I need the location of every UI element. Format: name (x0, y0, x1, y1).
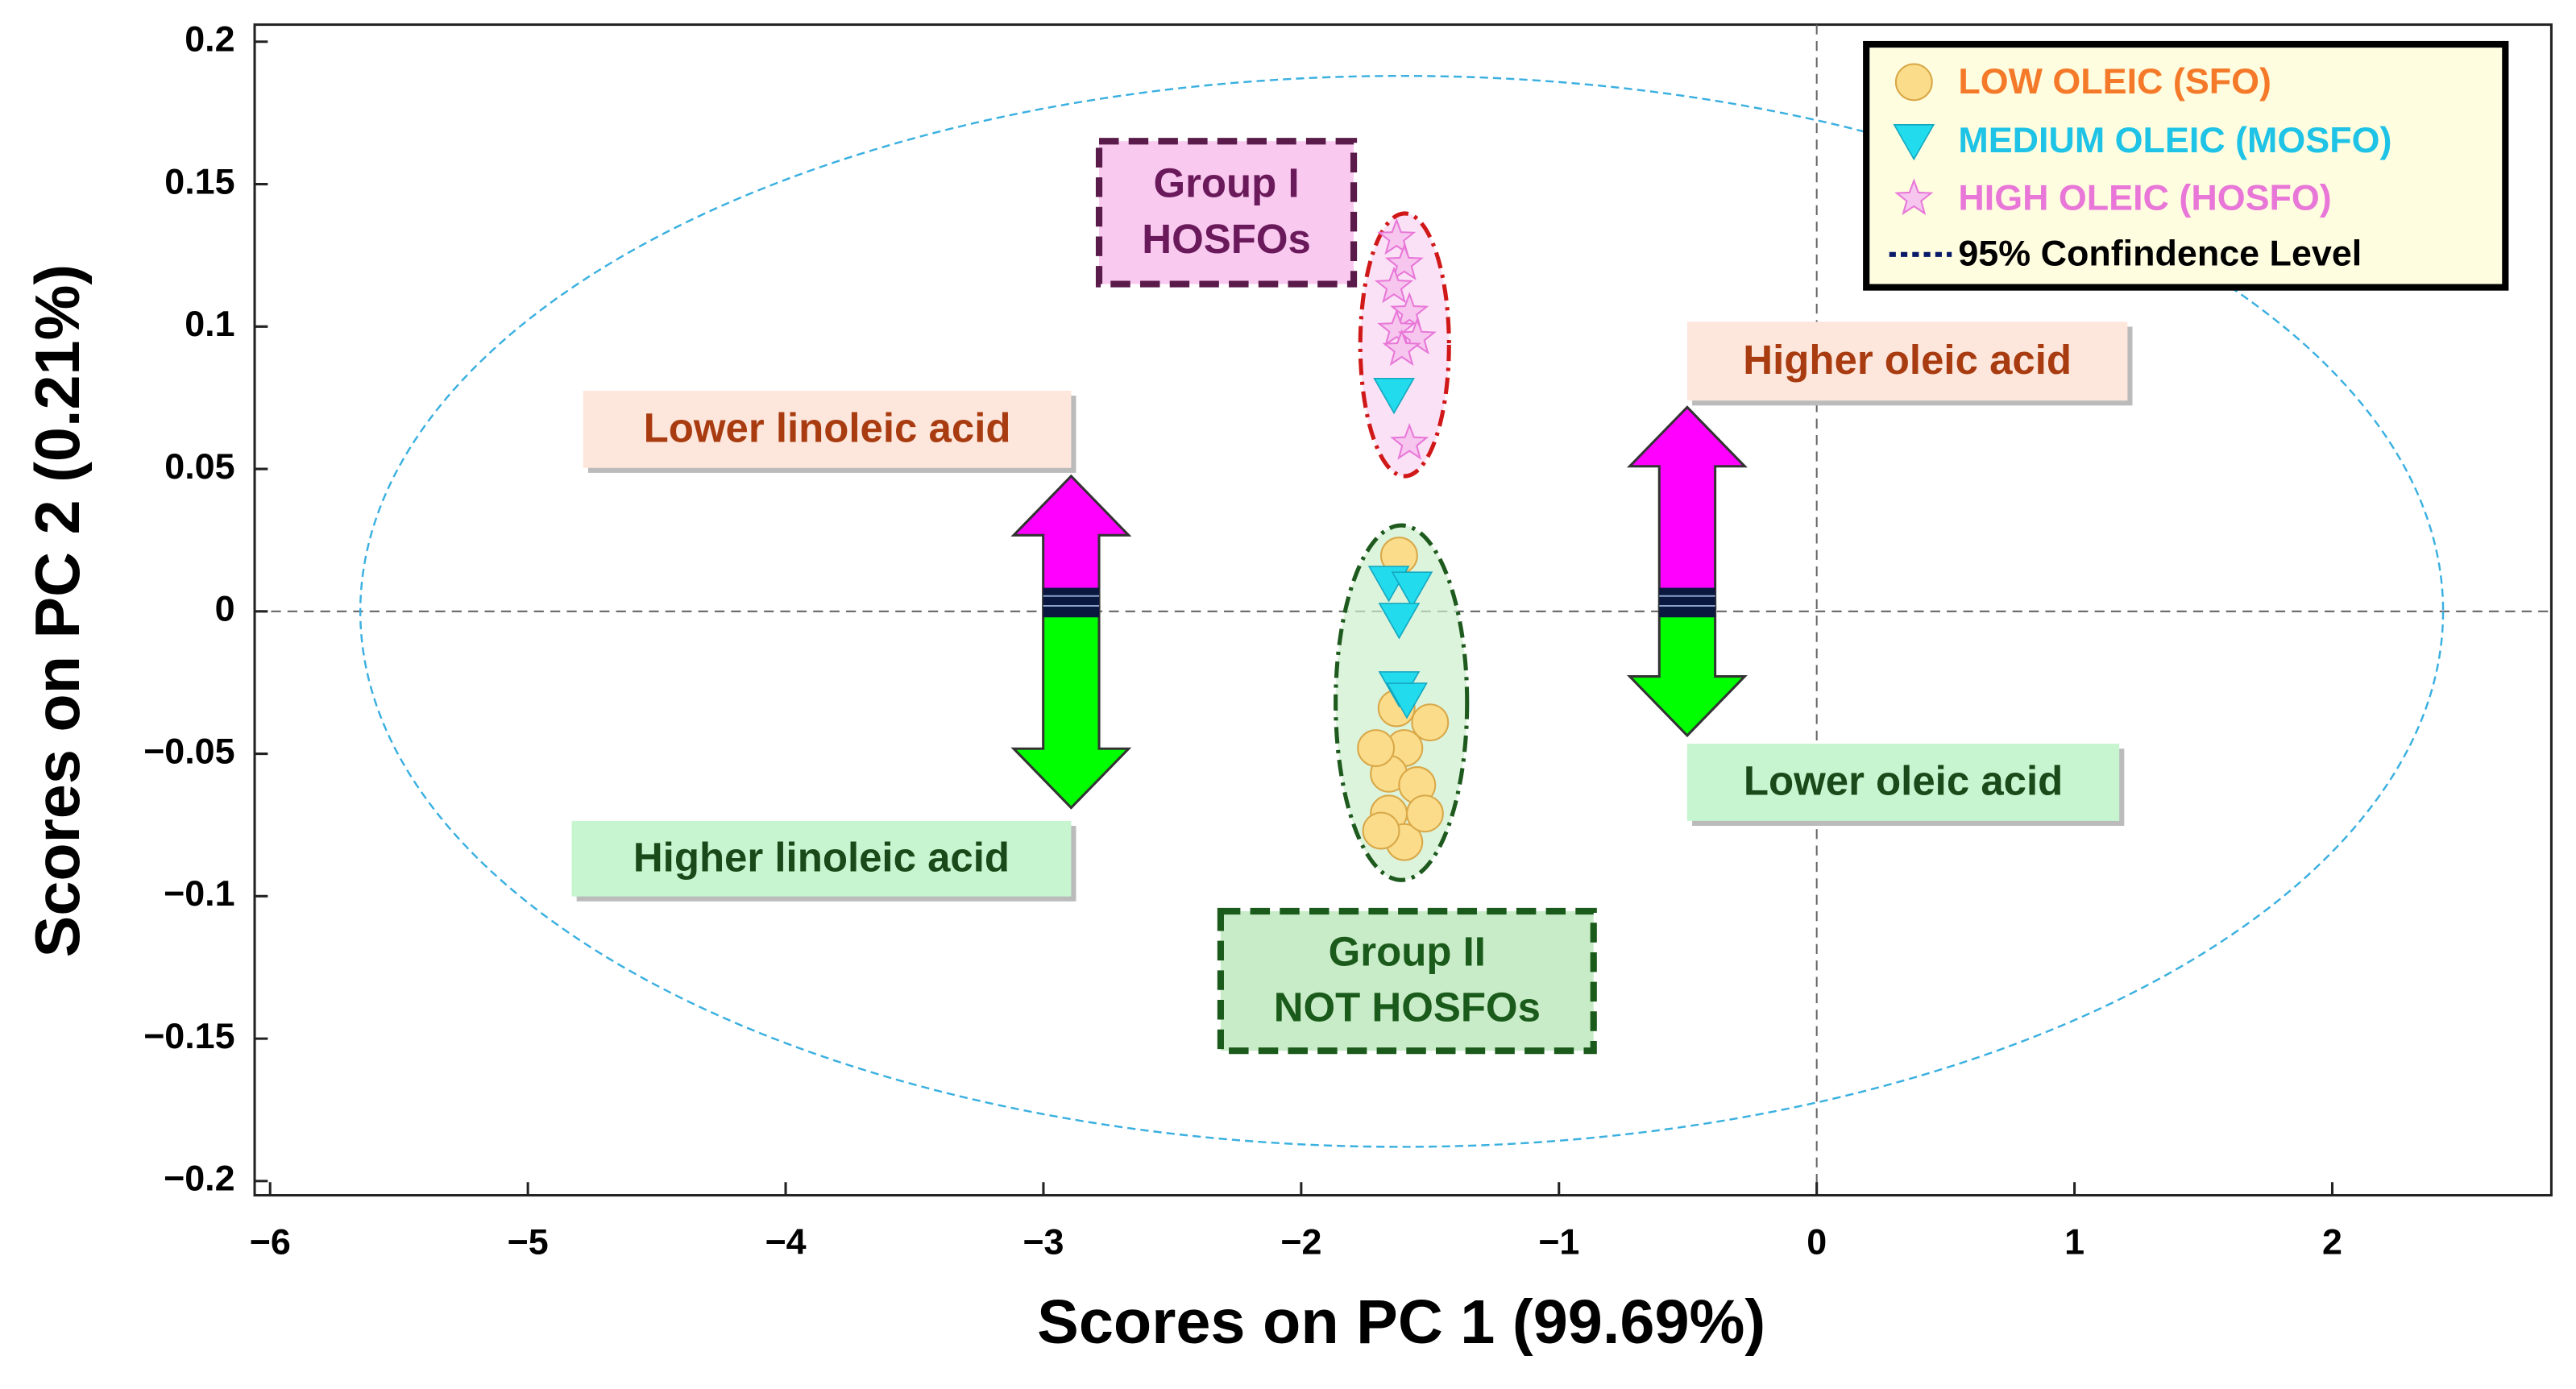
y-tick-label: −0.15 (143, 1015, 234, 1056)
point (1386, 682, 1428, 719)
point (1405, 794, 1444, 833)
annotation-text: HOSFOs (1142, 216, 1311, 262)
legend-marker (1893, 124, 1935, 161)
legend-marker (1894, 63, 1933, 102)
point (1390, 292, 1429, 330)
y-tick-label: −0.1 (164, 873, 235, 914)
legend-label: 95% Confindence Level (1958, 233, 2362, 274)
y-tick-label: 0.05 (164, 446, 234, 487)
y-tick-label: −0.2 (164, 1158, 235, 1199)
annotation-box (571, 820, 1072, 897)
annotation-text: Group I (1153, 160, 1299, 206)
arrow-band (1659, 587, 1715, 618)
x-axis-label: Scores on PC 1 (99.69%) (1037, 1287, 1765, 1357)
point (1390, 422, 1429, 460)
point (1357, 729, 1396, 767)
y-tick-label: 0.1 (185, 303, 234, 344)
annotation-text: Higher linoleic acid (633, 834, 1010, 880)
point (1377, 218, 1417, 255)
x-tick-label: 0 (1807, 1221, 1827, 1263)
y-tick-label: 0 (215, 588, 235, 629)
y-tick-label: 0.2 (185, 19, 234, 60)
legend-marker (1894, 178, 1934, 216)
x-tick-label: 1 (2064, 1221, 2084, 1263)
point (1384, 243, 1424, 281)
annotation-text: Lower linoleic acid (644, 404, 1011, 450)
x-tick-label: −4 (765, 1221, 806, 1263)
confidence-ellipse (359, 74, 2445, 1148)
point (1373, 377, 1415, 415)
point (1391, 571, 1433, 608)
x-tick-label: −6 (250, 1221, 291, 1263)
point (1378, 603, 1421, 640)
point (1382, 329, 1421, 367)
y-tick-label: 0.15 (164, 160, 234, 201)
annotation-text: NOT HOSFOs (1274, 985, 1541, 1030)
x-tick-label: 2 (2322, 1221, 2342, 1263)
x-tick-label: −3 (1023, 1221, 1064, 1263)
legend-box (1863, 40, 2509, 291)
y-axis-label: Scores on PC 2 (0.21%) (23, 264, 93, 958)
x-tick-label: −1 (1538, 1221, 1579, 1263)
point (1377, 309, 1417, 346)
legend-label: HIGH OLEIC (HOSFO) (1958, 176, 2331, 218)
annotation-text: Group II (1329, 928, 1486, 974)
point (1374, 266, 1414, 304)
x-tick-label: −5 (508, 1221, 549, 1263)
annotation-box (583, 391, 1072, 468)
annotation-box (1217, 907, 1597, 1055)
arrow-band (1043, 587, 1100, 618)
annotation-box (1686, 744, 2120, 821)
x-tick-label: −2 (1280, 1221, 1321, 1263)
legend-label: MEDIUM OLEIC (MOSFO) (1958, 119, 2391, 160)
legend-label: LOW OLEIC (SFO) (1958, 60, 2271, 102)
point (1411, 703, 1450, 742)
annotation-box (1686, 321, 2128, 401)
annotation-text: Higher oleic acid (1743, 337, 2072, 383)
point (1362, 811, 1400, 850)
annotation-text: Lower oleic acid (1744, 758, 2063, 804)
y-tick-label: −0.05 (143, 730, 234, 771)
annotation-box (1095, 138, 1358, 288)
